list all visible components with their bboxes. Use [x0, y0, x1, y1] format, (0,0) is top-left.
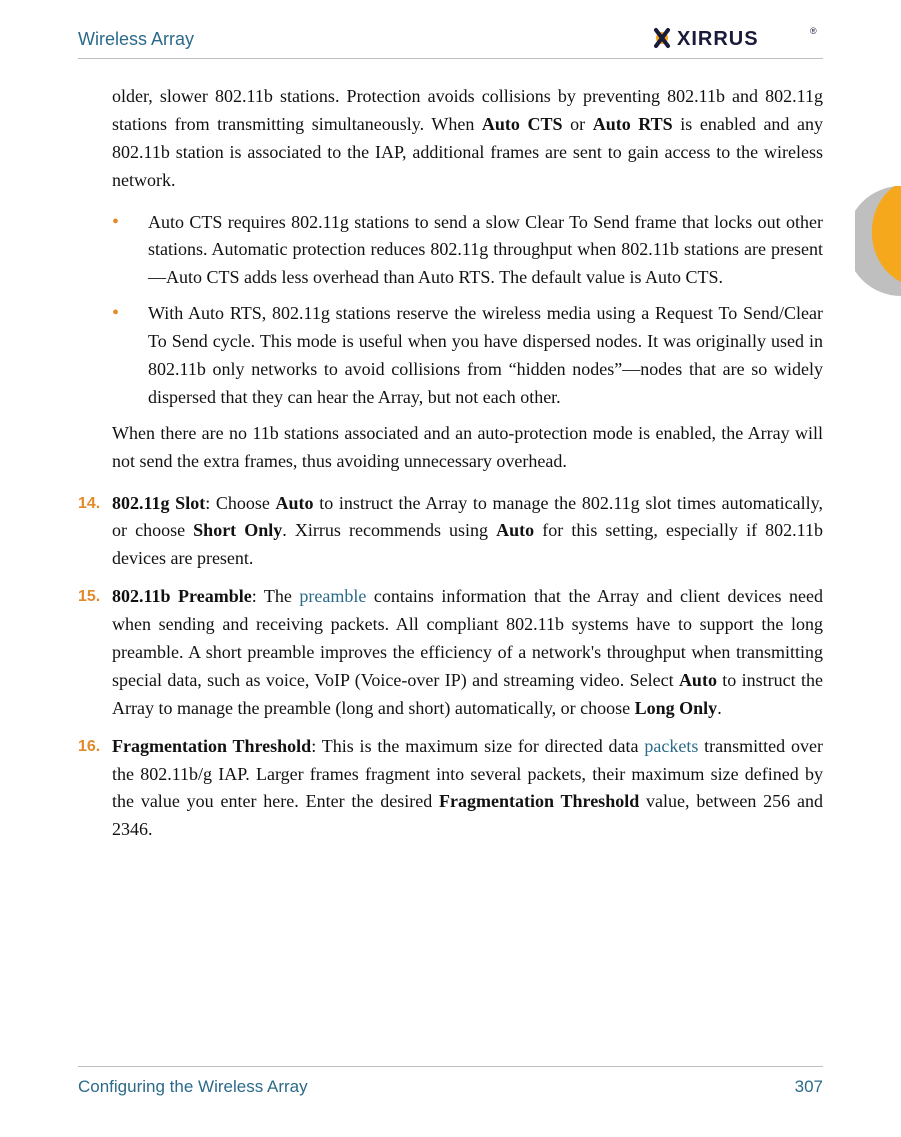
text-bold: Auto [276, 493, 314, 513]
numbered-item-14: 14. 802.11g Slot: Choose Auto to instruc… [78, 490, 823, 574]
footer-page-number: 307 [795, 1077, 823, 1097]
text-bold: Auto CTS [482, 114, 563, 134]
text-fragment: . Xirrus recommends using [282, 520, 496, 540]
header-title: Wireless Array [78, 29, 194, 50]
brand-logo: XIRRUS ® [653, 24, 823, 50]
text-bold: Auto [496, 520, 534, 540]
text-bold: Short Only [193, 520, 282, 540]
body-content: older, slower 802.11b stations. Protecti… [78, 83, 823, 844]
text-bold: Auto [679, 670, 717, 690]
text-bold: 802.11g Slot [112, 493, 205, 513]
link-preamble[interactable]: preamble [299, 586, 366, 606]
text-fragment: . [717, 698, 722, 718]
item-text: Fragmentation Threshold: This is the max… [112, 733, 823, 845]
bullet-item: • Auto CTS requires 802.11g stations to … [112, 209, 823, 293]
link-packets[interactable]: packets [644, 736, 698, 756]
after-bullets-paragraph: When there are no 11b stations associate… [112, 420, 823, 476]
intro-paragraph: older, slower 802.11b stations. Protecti… [112, 83, 823, 195]
text-bold: Fragmentation Threshold [439, 791, 639, 811]
text-bold: Long Only [635, 698, 718, 718]
page-header: Wireless Array XIRRUS ® [78, 24, 823, 59]
bullet-icon: • [112, 209, 148, 293]
text-fragment: or [563, 114, 593, 134]
item-text: 802.11g Slot: Choose Auto to instruct th… [112, 490, 823, 574]
side-tab-icon [855, 186, 901, 296]
text-bold: 802.11b Preamble [112, 586, 252, 606]
bullet-text: With Auto RTS, 802.11g stations reserve … [148, 300, 823, 412]
bullet-text: Auto CTS requires 802.11g stations to se… [148, 209, 823, 293]
text-fragment: : Choose [205, 493, 275, 513]
text-bold: Fragmentation Threshold [112, 736, 311, 756]
item-number: 14. [78, 490, 112, 574]
numbered-item-15: 15. 802.11b Preamble: The preamble conta… [78, 583, 823, 722]
item-number: 16. [78, 733, 112, 845]
bullet-icon: • [112, 300, 148, 412]
item-text: 802.11b Preamble: The preamble contains … [112, 583, 823, 722]
text-bold: Auto RTS [593, 114, 673, 134]
footer-section-title: Configuring the Wireless Array [78, 1077, 308, 1097]
numbered-item-16: 16. Fragmentation Threshold: This is the… [78, 733, 823, 845]
text-fragment: : The [252, 586, 300, 606]
item-number: 15. [78, 583, 112, 722]
page-footer: Configuring the Wireless Array 307 [78, 1066, 823, 1097]
text-fragment: : This is the maximum size for directed … [311, 736, 644, 756]
bullet-item: • With Auto RTS, 802.11g stations reserv… [112, 300, 823, 412]
svg-text:®: ® [810, 26, 817, 36]
svg-text:XIRRUS: XIRRUS [677, 28, 759, 50]
